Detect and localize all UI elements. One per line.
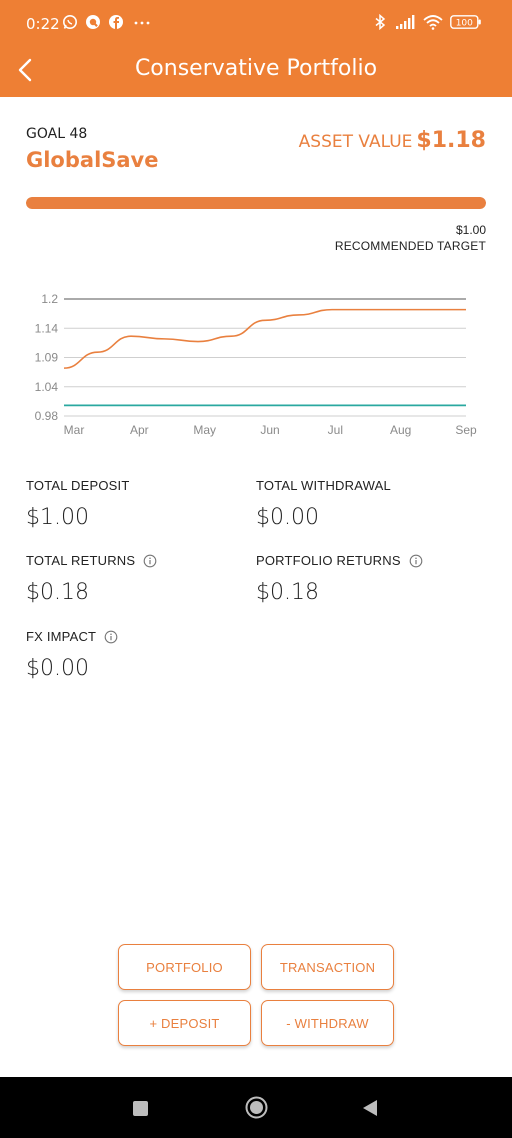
portfolio-returns-label: PORTFOLIO RETURNS bbox=[256, 553, 401, 568]
y-tick-label: 0.98 bbox=[35, 409, 59, 423]
line-chart: 1.2 1.14 1.09 1.04 0.98 Mar Apr May Jun Jul Aug Sep bbox=[35, 292, 477, 437]
x-tick-label: Apr bbox=[130, 423, 149, 437]
stat-total-withdrawal: TOTAL WITHDRAWAL $0.00 bbox=[256, 478, 391, 530]
status-bar: 0:22 100 bbox=[0, 0, 512, 46]
stat-portfolio-returns: PORTFOLIO RETURNS $0.18 bbox=[256, 553, 423, 605]
total-returns-label-row: TOTAL RETURNS bbox=[26, 553, 157, 568]
fx-impact-label: FX IMPACT bbox=[26, 629, 97, 644]
info-icon[interactable] bbox=[409, 554, 423, 568]
system-navigation-bar bbox=[0, 1077, 512, 1138]
stat-fx-impact: FX IMPACT $0.00 bbox=[26, 629, 118, 681]
x-tick-label: Mar bbox=[64, 423, 85, 437]
total-returns-label: TOTAL RETURNS bbox=[26, 553, 136, 568]
total-withdrawal-label: TOTAL WITHDRAWAL bbox=[256, 478, 391, 493]
home-icon[interactable] bbox=[245, 1096, 268, 1119]
more-dots-icon bbox=[134, 21, 150, 25]
signal-icon bbox=[396, 15, 415, 29]
facebook-icon bbox=[109, 15, 123, 29]
asset-value-label: ASSET VALUE bbox=[298, 132, 413, 152]
goal-progress-fill bbox=[26, 197, 486, 209]
info-icon[interactable] bbox=[104, 630, 118, 644]
x-tick-label: Jul bbox=[328, 423, 343, 437]
y-tick-label: 1.09 bbox=[35, 351, 59, 365]
y-tick-label: 1.04 bbox=[35, 380, 59, 394]
fx-impact-value: $0.00 bbox=[26, 656, 89, 681]
info-icon[interactable] bbox=[143, 554, 157, 568]
goal-progress-bar bbox=[26, 197, 486, 209]
goal-label: GOAL 48 bbox=[26, 126, 88, 142]
goal-name: GlobalSave bbox=[26, 148, 159, 172]
total-withdrawal-value: $0.00 bbox=[256, 505, 319, 530]
y-tick-label: 1.14 bbox=[35, 321, 59, 335]
portfolio-value-line bbox=[63, 308, 466, 369]
portfolio-returns-value: $0.18 bbox=[256, 580, 319, 605]
withdraw-button[interactable]: - WITHDRAW bbox=[261, 1000, 394, 1046]
target-label: RECOMMENDED TARGET bbox=[334, 239, 486, 253]
x-tick-label: May bbox=[193, 423, 216, 437]
app-bar: Conservative Portfolio bbox=[0, 46, 512, 97]
portfolio-chart: 1.2 1.14 1.09 1.04 0.98 Mar Apr May Jun Jul Aug Sep bbox=[0, 282, 512, 442]
recent-apps-icon[interactable] bbox=[133, 1101, 148, 1116]
battery-level: 100 bbox=[456, 19, 473, 29]
transaction-button[interactable]: TRANSACTION bbox=[261, 944, 394, 990]
wifi-icon bbox=[423, 15, 443, 30]
status-system-icons: 100 bbox=[372, 14, 482, 30]
page-title: Conservative Portfolio bbox=[134, 56, 378, 81]
y-tick-label: 1.2 bbox=[41, 292, 58, 306]
stat-total-deposit: TOTAL DEPOSIT $1.00 bbox=[26, 478, 130, 530]
x-tick-label: Sep bbox=[455, 423, 477, 437]
nav-back-icon[interactable] bbox=[361, 1098, 379, 1118]
target-value: $1.00 bbox=[455, 223, 486, 237]
deposit-button[interactable]: + DEPOSIT bbox=[118, 1000, 251, 1046]
portfolio-button[interactable]: PORTFOLIO bbox=[118, 944, 251, 990]
battery-icon: 100 bbox=[450, 15, 481, 29]
x-tick-label: Jun bbox=[260, 423, 279, 437]
asset-value: $1.18 bbox=[416, 128, 486, 153]
back-chevron-icon[interactable] bbox=[14, 54, 40, 84]
status-time: 0:22 bbox=[26, 15, 60, 33]
total-deposit-value: $1.00 bbox=[26, 505, 89, 530]
x-tick-label: Aug bbox=[390, 423, 411, 437]
asset-value-block: ASSET VALUE $1.18 bbox=[299, 128, 486, 153]
portfolio-returns-label-row: PORTFOLIO RETURNS bbox=[256, 553, 423, 568]
total-deposit-label: TOTAL DEPOSIT bbox=[26, 478, 130, 493]
total-returns-value: $0.18 bbox=[26, 580, 89, 605]
bluetooth-icon bbox=[375, 14, 386, 30]
status-notification-icons bbox=[62, 14, 151, 30]
whatsapp-icon bbox=[63, 15, 77, 29]
stat-total-returns: TOTAL RETURNS $0.18 bbox=[26, 553, 157, 605]
fx-impact-label-row: FX IMPACT bbox=[26, 629, 118, 644]
q-app-icon bbox=[86, 15, 100, 29]
